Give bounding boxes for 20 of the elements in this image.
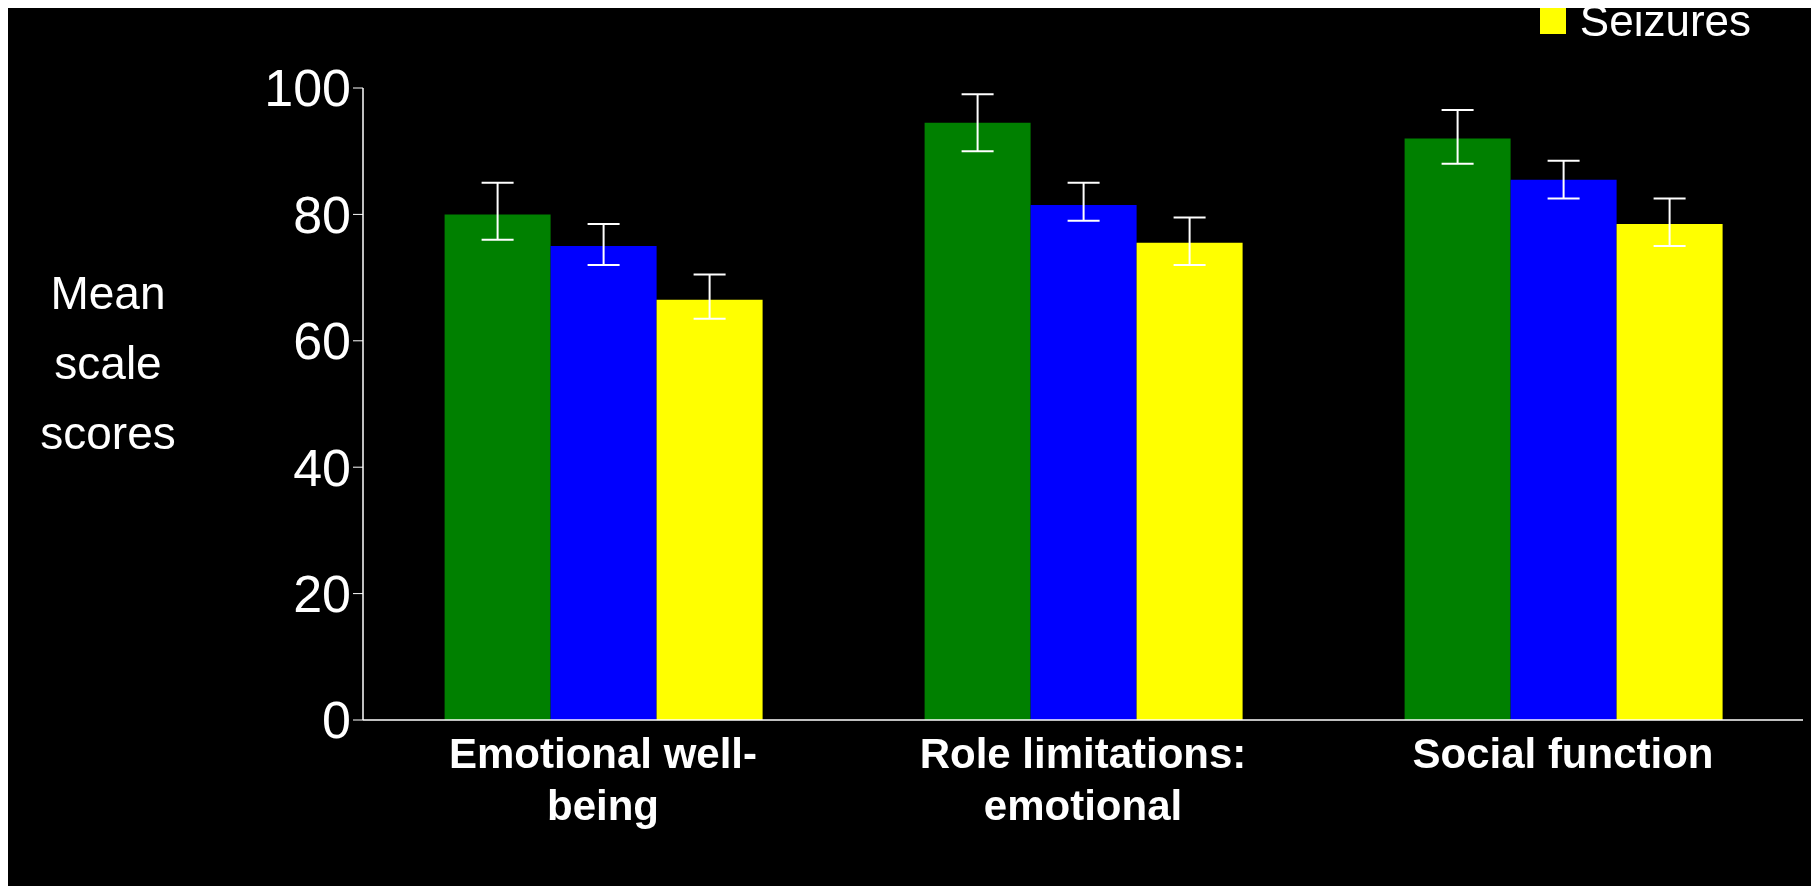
bar [1404, 138, 1511, 720]
x-tick-label: Social function [1412, 730, 1714, 777]
bar [444, 214, 551, 720]
y-tick-label: 100 [264, 59, 351, 118]
bar [1510, 179, 1617, 720]
legend-label: Seizures [1579, 0, 1751, 46]
bar [1030, 204, 1137, 720]
y-tick-label: 0 [322, 691, 351, 750]
y-tick-label: 40 [293, 438, 351, 497]
y-tick-label: 20 [293, 565, 351, 624]
x-tick-label: Role limitations: emotional [919, 730, 1247, 829]
bar [1136, 242, 1243, 720]
bar [924, 122, 1031, 720]
bar [550, 246, 657, 720]
x-tick-label: Emotional well-being [448, 730, 758, 829]
bar [1616, 223, 1723, 720]
y-tick-label: 80 [293, 185, 351, 244]
y-tick-label: 60 [293, 312, 351, 371]
bar [656, 299, 763, 720]
y-axis-title: Mean scale scores [39, 266, 177, 461]
